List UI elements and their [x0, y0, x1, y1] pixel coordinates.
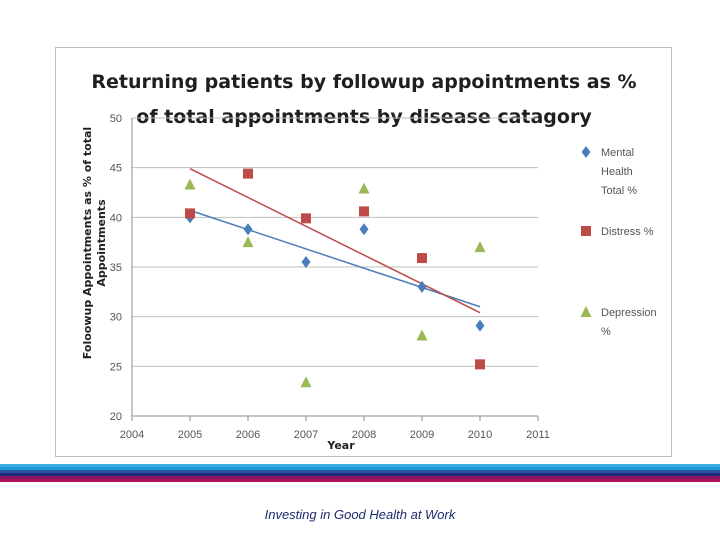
y-tick-label: 25 [110, 361, 122, 373]
data-point [359, 206, 369, 217]
data-point [417, 253, 427, 264]
legend-label: % [601, 326, 611, 338]
chart-frame: Returning patients by followup appointme… [55, 47, 672, 457]
y-tick-label: 40 [110, 212, 122, 224]
legend-marker [580, 306, 592, 317]
scatter-chart: Returning patients by followup appointme… [81, 71, 657, 452]
x-tick-label: 2008 [352, 429, 376, 441]
x-tick-label: 2009 [410, 429, 434, 441]
legend: Mental Health Total % Distress % Depression% [580, 146, 657, 338]
y-tick-label: 20 [110, 411, 122, 423]
y-tick-label: 45 [110, 163, 122, 175]
footer-stripe [0, 464, 720, 467]
footer-stripe [0, 473, 720, 476]
x-tick-label: 2011 [526, 429, 550, 441]
x-tick-label: 2004 [120, 429, 144, 441]
data-point [243, 223, 253, 236]
data-point [242, 236, 254, 248]
x-tick-label: 2006 [236, 429, 260, 441]
chart-title-line-1: Returning patients by followup appointme… [91, 71, 636, 93]
legend-label: Distress % [601, 226, 654, 238]
y-tick-label: 30 [110, 312, 122, 324]
y-tick-label: 35 [110, 262, 122, 274]
legend-label: Depression [601, 307, 657, 319]
y-axis-label-line-2: Appointments [95, 199, 108, 287]
data-point [358, 182, 370, 194]
footer-stripes [0, 464, 720, 482]
gridlines [132, 117, 538, 367]
x-axis-label: Year [326, 439, 355, 452]
legend-label: Mental [601, 147, 634, 159]
trendline [189, 209, 481, 308]
data-point [417, 280, 427, 293]
footer-stripe [0, 467, 720, 470]
y-tick-label: 50 [110, 113, 122, 125]
data-point [301, 256, 311, 269]
footer-stripe [0, 470, 720, 473]
data-point [359, 223, 369, 236]
y-axis-label-line-1: Foloowup Appointments as % of total [81, 127, 94, 359]
data-points [184, 168, 486, 388]
axes: 20 25 30 35 40 45 50 2004 2005 2006 2007 2008 2009 20… [110, 113, 550, 441]
legend-marker [581, 146, 591, 158]
legend-label: Health [601, 166, 633, 178]
chart-title-line-2: of total appointments by disease catagor… [136, 106, 592, 128]
data-point [243, 168, 253, 179]
data-point [474, 241, 486, 253]
data-point [184, 178, 196, 190]
data-point [301, 213, 311, 224]
data-point [475, 359, 485, 370]
trendlines [189, 167, 481, 314]
x-tick-label: 2010 [468, 429, 492, 441]
trendline [189, 167, 481, 314]
footer-stripe [0, 476, 720, 479]
y-axis-label: Foloowup Appointments as % of total Appo… [81, 127, 108, 359]
footer-stripe [0, 479, 720, 482]
data-point [416, 329, 428, 341]
data-point [300, 376, 312, 388]
legend-marker [581, 226, 591, 236]
data-point [185, 208, 195, 219]
legend-label: Total % [601, 185, 637, 197]
x-tick-label: 2007 [294, 429, 318, 441]
data-point [475, 319, 485, 332]
x-tick-label: 2005 [178, 429, 202, 441]
footer-tagline: Investing in Good Health at Work [264, 507, 456, 522]
